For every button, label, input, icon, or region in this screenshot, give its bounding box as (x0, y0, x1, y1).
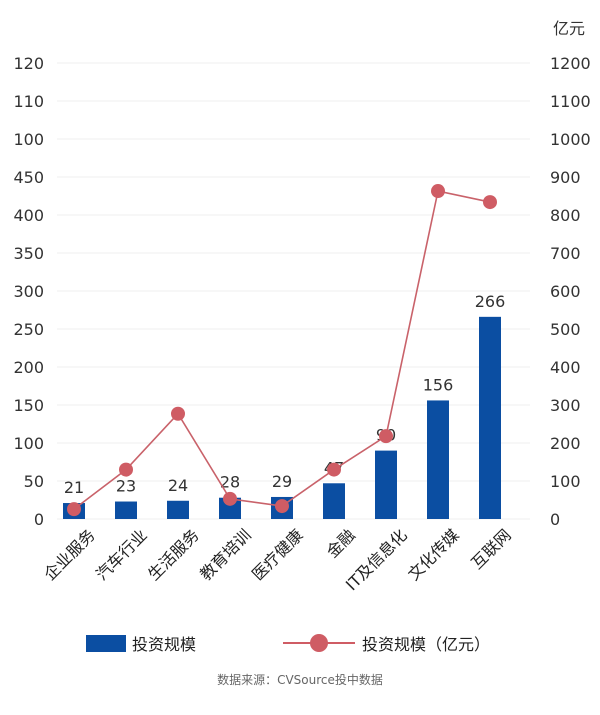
left-tick-label: 120 (13, 54, 44, 73)
left-tick-label: 350 (13, 244, 44, 263)
legend: 投资规模 投资规模（亿元） (86, 634, 490, 654)
right-tick-label: 600 (550, 282, 581, 301)
left-tick-label: 200 (13, 358, 44, 377)
line-point (275, 499, 289, 514)
line-point (327, 462, 341, 477)
left-tick-label: 50 (24, 472, 44, 491)
line-point (67, 502, 81, 517)
left-tick-label: 400 (13, 206, 44, 225)
right-axis-unit: 亿元 (553, 19, 585, 38)
left-tick-label: 110 (13, 92, 44, 111)
left-tick-label: 0 (34, 510, 44, 529)
left-tick-label: 100 (13, 434, 44, 453)
x-tick-label: 生活服务 (144, 525, 203, 584)
bar-data-label: 156 (423, 375, 454, 394)
legend-line-label: 投资规模（亿元） (362, 635, 490, 654)
left-tick-label: 150 (13, 396, 44, 415)
legend-bar-swatch (86, 635, 126, 652)
right-tick-label: 200 (550, 434, 581, 453)
x-tick-label: 教育培训 (196, 525, 255, 584)
left-tick-label: 250 (13, 320, 44, 339)
right-axis: 0 100 200 300 400 500 600 700 800 900 1000 1100 1200 (550, 54, 591, 529)
gridlines (57, 62, 530, 520)
line-point (431, 184, 445, 199)
x-tick-label: 企业服务 (40, 525, 99, 584)
bar-data-label: 24 (168, 476, 188, 495)
x-tick-label: 医疗健康 (248, 525, 307, 584)
bar (167, 500, 189, 519)
line-point (171, 406, 185, 421)
bar-data-label: 21 (64, 478, 84, 497)
line-point (379, 429, 393, 444)
bar-data-label: 28 (220, 473, 240, 492)
right-tick-label: 1200 (550, 54, 591, 73)
right-tick-label: 300 (550, 396, 581, 415)
line-point (483, 195, 497, 210)
x-tick-label: 文化传媒 (404, 525, 463, 584)
bar (427, 400, 449, 519)
bar (479, 316, 501, 519)
right-tick-label: 1000 (550, 130, 591, 149)
bar-data-label: 23 (116, 477, 136, 496)
right-tick-label: 900 (550, 168, 581, 187)
x-tick-label: 金融 (323, 525, 359, 561)
line-point (223, 491, 237, 506)
right-tick-label: 0 (550, 510, 560, 529)
left-tick-label: 450 (13, 168, 44, 187)
source-note: 数据来源：CVSource投中数据 (217, 672, 383, 687)
line-point (119, 462, 133, 477)
legend-line-marker (310, 634, 328, 652)
bar-data-label: 266 (475, 292, 506, 311)
left-tick-label: 300 (13, 282, 44, 301)
left-tick-label: 100 (13, 130, 44, 149)
left-axis: 0 50 100 150 200 250 300 350 400 450 100 110 120 (13, 54, 44, 529)
x-tick-label: 汽车行业 (92, 525, 151, 584)
right-tick-label: 400 (550, 358, 581, 377)
right-tick-label: 500 (550, 320, 581, 339)
bar (323, 483, 345, 519)
right-tick-label: 100 (550, 472, 581, 491)
x-tick-label: 互联网 (467, 525, 514, 572)
right-tick-label: 700 (550, 244, 581, 263)
line-series (67, 184, 497, 517)
bar (375, 450, 397, 519)
right-tick-label: 800 (550, 206, 581, 225)
right-tick-label: 1100 (550, 92, 591, 111)
legend-bar-label: 投资规模 (132, 635, 196, 654)
bar-data-label: 29 (272, 472, 292, 491)
bar (115, 501, 137, 519)
